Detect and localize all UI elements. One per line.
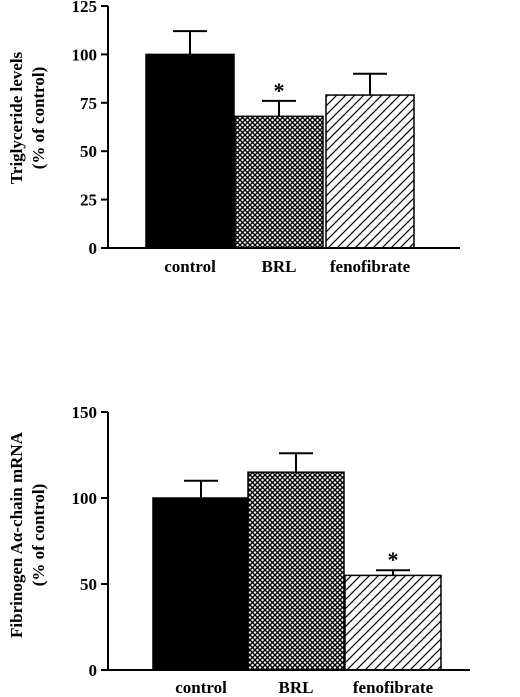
category-label: BRL bbox=[279, 678, 314, 697]
y-tick-label: 25 bbox=[80, 191, 97, 210]
category-label: BRL bbox=[262, 257, 297, 276]
bar bbox=[325, 94, 415, 249]
ylabel-line-2: (% of control) bbox=[29, 484, 48, 587]
category-label: control bbox=[175, 678, 227, 697]
category-label: fenofibrate bbox=[353, 678, 434, 697]
ylabel-line-1: Fibrinogen Aα-chain mRNA bbox=[7, 431, 26, 638]
y-tick-label: 50 bbox=[80, 142, 97, 161]
significance-marker: * bbox=[388, 547, 399, 572]
chart-triglyceride-ylabel: Triglyceride levels (% of control) bbox=[7, 51, 48, 184]
y-tick-label: 0 bbox=[89, 661, 98, 680]
bar bbox=[247, 471, 345, 671]
ylabel-line-1: Triglyceride levels bbox=[7, 51, 26, 184]
category-label: control bbox=[164, 257, 216, 276]
chart-fibrinogen: Fibrinogen Aα-chain mRNA (% of control) … bbox=[7, 403, 470, 697]
chart-triglyceride: Triglyceride levels (% of control) contr… bbox=[7, 0, 460, 276]
category-label: fenofibrate bbox=[330, 257, 411, 276]
y-tick-label: 0 bbox=[89, 239, 98, 258]
y-tick-label: 75 bbox=[80, 94, 97, 113]
bar bbox=[145, 53, 235, 249]
chart-triglyceride-plot: control * BRL fenofibrate 0 25 50 75 100 125 bbox=[72, 0, 460, 276]
y-tick-label: 150 bbox=[72, 403, 98, 422]
significance-marker: * bbox=[274, 78, 285, 103]
y-tick-label: 100 bbox=[72, 45, 98, 64]
bar bbox=[152, 497, 250, 671]
bar bbox=[234, 115, 324, 249]
y-tick-label: 50 bbox=[80, 575, 97, 594]
y-tick-label: 100 bbox=[72, 489, 98, 508]
chart-fibrinogen-ylabel: Fibrinogen Aα-chain mRNA (% of control) bbox=[7, 431, 48, 638]
ylabel-line-2: (% of control) bbox=[29, 67, 48, 170]
chart-fibrinogen-plot: control BRL * fenofibrate 0 50 100 150 bbox=[72, 403, 470, 697]
bar bbox=[344, 574, 442, 671]
y-tick-label: 125 bbox=[72, 0, 98, 16]
